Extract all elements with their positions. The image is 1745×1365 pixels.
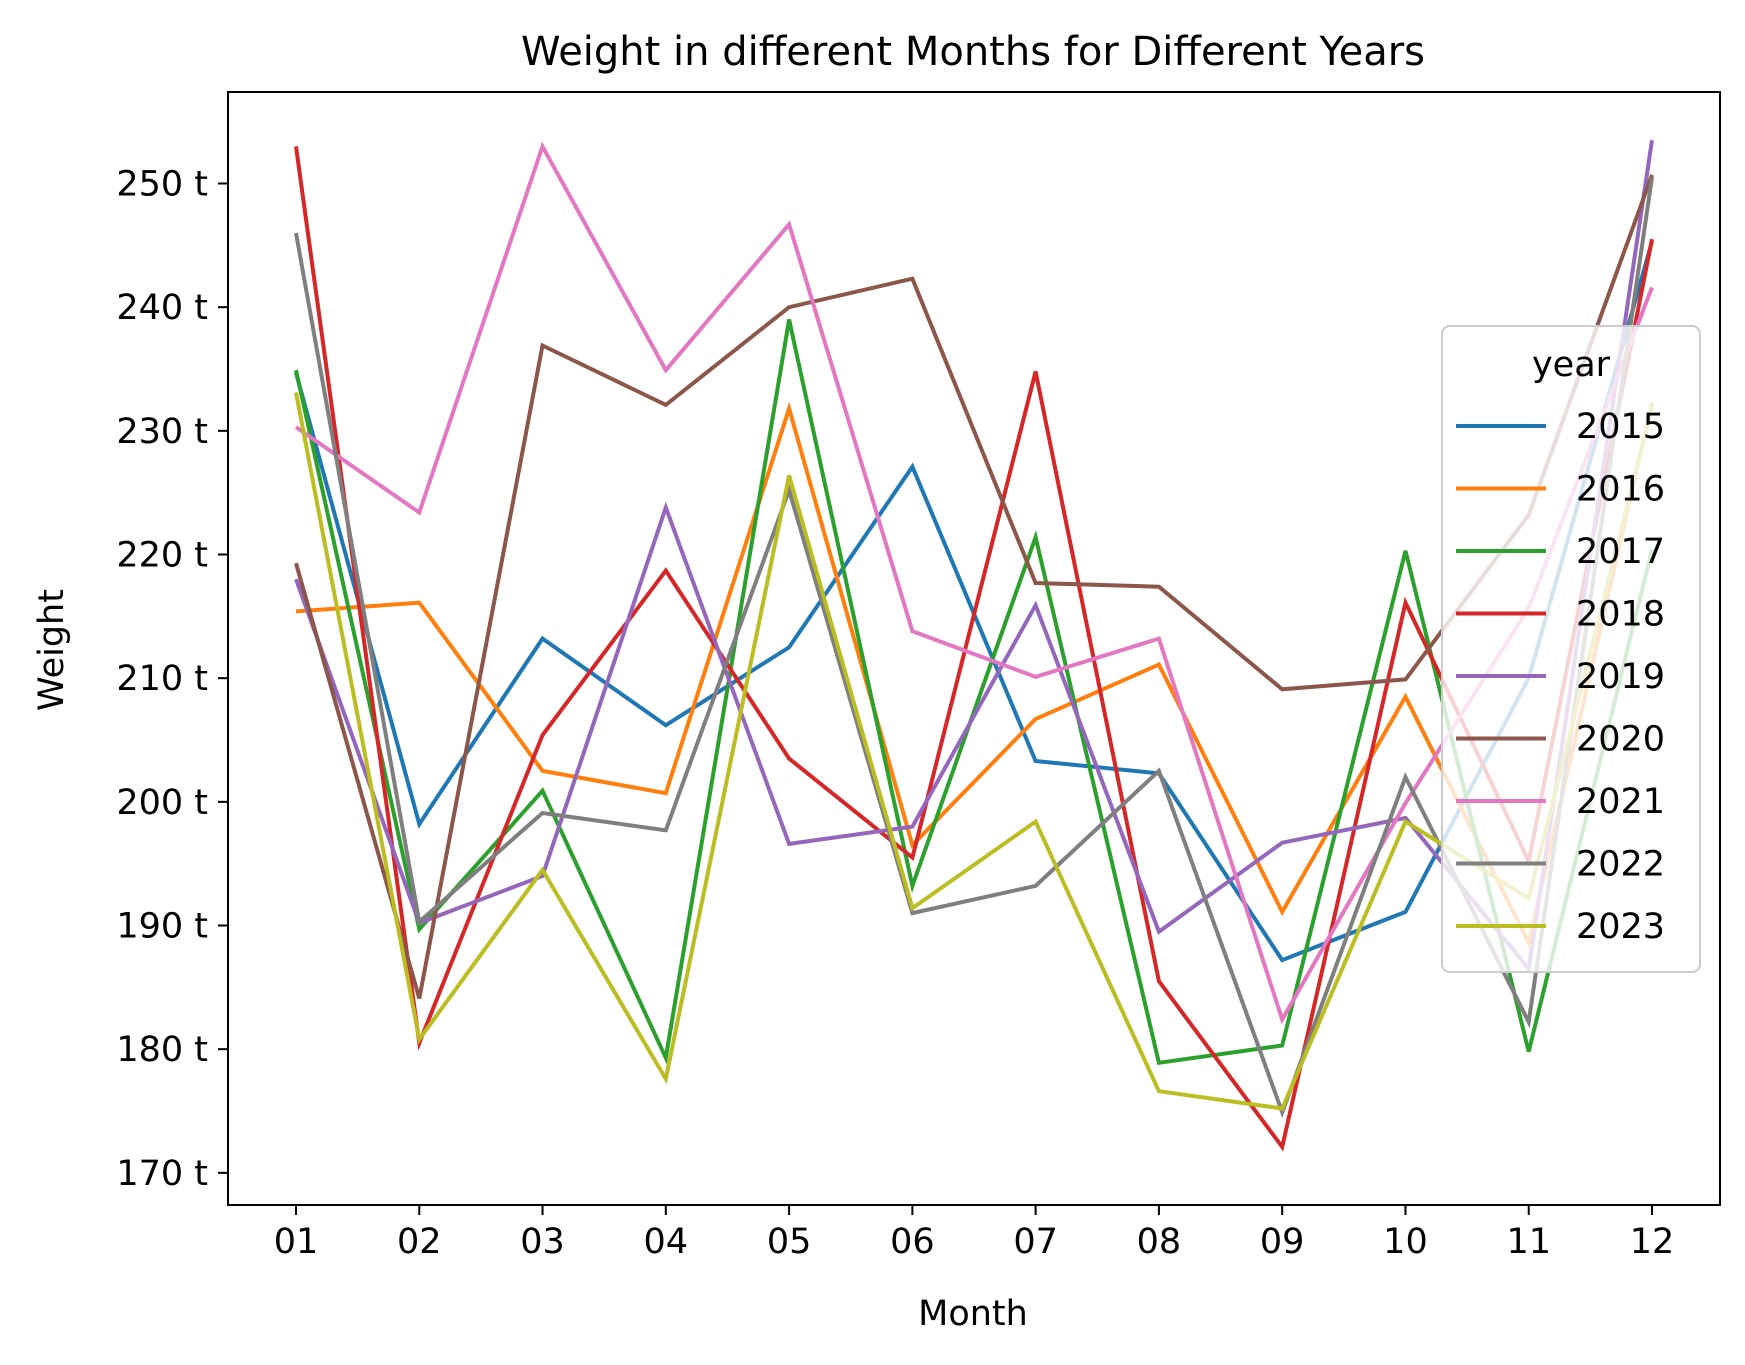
x-tick-label: 08 <box>1137 1222 1182 1262</box>
legend-label-2021: 2021 <box>1576 782 1665 822</box>
legend-label-2015: 2015 <box>1576 407 1665 447</box>
x-tick-label: 05 <box>767 1222 812 1262</box>
legend: year 2015 2016 2017 2018 2019 2020 2021 2022 2023 <box>1441 325 1701 973</box>
x-tick-label: 06 <box>890 1222 935 1262</box>
x-tick-label: 10 <box>1383 1222 1428 1262</box>
legend-label-2023: 2023 <box>1576 907 1665 947</box>
legend-title: year <box>1532 345 1611 385</box>
legend-label-2017: 2017 <box>1576 532 1665 572</box>
plot-frame <box>227 91 1721 1206</box>
y-tick-label: 250 t <box>116 165 208 205</box>
legend-label-2020: 2020 <box>1576 720 1665 760</box>
y-tick-label: 220 t <box>116 536 208 576</box>
y-axis-label: Weight <box>32 589 72 711</box>
series-line-2019 <box>294 139 1654 974</box>
series-line-2022 <box>294 177 1654 1119</box>
legend-label-2019: 2019 <box>1576 657 1665 697</box>
y-tick-label: 180 t <box>116 1030 208 1070</box>
series-lines <box>294 139 1654 1152</box>
series-line-2017 <box>294 319 1654 1066</box>
legend-label-2016: 2016 <box>1576 470 1665 510</box>
series-line-2018 <box>294 146 1654 1152</box>
chart-title: Weight in different Months for Different… <box>521 29 1425 75</box>
legend-label-2018: 2018 <box>1576 595 1665 635</box>
series-line-2023 <box>294 392 1654 1111</box>
series-line-2016 <box>295 401 1654 949</box>
x-axis-label: Month <box>918 1294 1028 1334</box>
x-tick-label: 01 <box>274 1222 319 1262</box>
legend-label-2022: 2022 <box>1576 845 1665 885</box>
y-tick-label: 240 t <box>116 288 208 328</box>
x-tick-label: 04 <box>644 1222 689 1262</box>
x-tick-label: 07 <box>1013 1222 1058 1262</box>
y-tick-label: 210 t <box>116 659 208 699</box>
x-tick-label: 09 <box>1260 1222 1305 1262</box>
series-line-2020 <box>294 174 1654 1000</box>
y-tick-label: 170 t <box>116 1154 208 1194</box>
axes: 01 02 03 04 05 06 07 08 09 10 11 12 170 t 180 t 190 t 2… <box>116 91 1721 1262</box>
y-tick-label: 230 t <box>116 412 208 452</box>
x-tick-label: 11 <box>1506 1222 1551 1262</box>
x-tick-label: 03 <box>520 1222 565 1262</box>
series-line-2021 <box>294 141 1654 1025</box>
y-tick-label: 190 t <box>116 907 208 947</box>
x-tick-label: 12 <box>1630 1222 1675 1262</box>
y-tick-label: 200 t <box>116 783 208 823</box>
x-tick-label: 02 <box>397 1222 442 1262</box>
